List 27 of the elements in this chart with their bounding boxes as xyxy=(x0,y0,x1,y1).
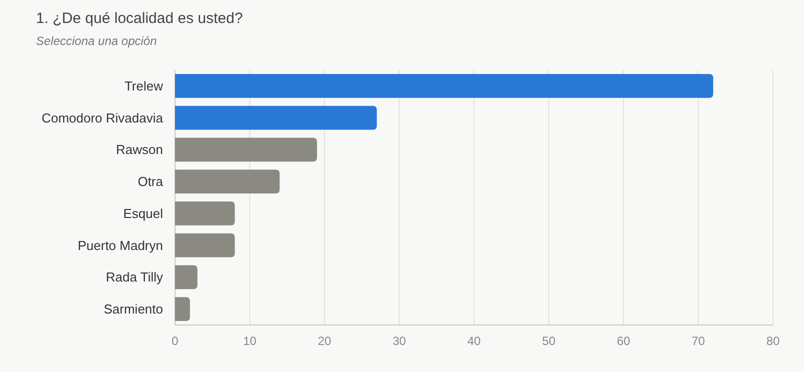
bar xyxy=(175,297,190,322)
y-tick-label: Otra xyxy=(138,174,164,190)
bar xyxy=(175,138,318,162)
y-tick-label: Rawson xyxy=(116,142,163,158)
x-tick-label: 70 xyxy=(692,334,706,348)
chart-title: 1. ¿De qué localidad es usted? xyxy=(36,10,243,27)
x-tick-label: 50 xyxy=(542,334,556,348)
x-tick-label: 80 xyxy=(766,334,780,348)
x-tick-label: 60 xyxy=(616,334,630,348)
y-tick-label: Rada Tilly xyxy=(106,270,164,285)
bar xyxy=(175,106,377,130)
x-tick-label: 10 xyxy=(243,334,257,348)
bar xyxy=(175,265,198,290)
x-tick-label: 40 xyxy=(467,334,481,348)
y-tick-label: Sarmiento xyxy=(104,302,163,317)
bar xyxy=(175,201,235,226)
x-tick-label: 20 xyxy=(318,334,332,348)
bar xyxy=(175,233,235,258)
bar xyxy=(175,74,714,98)
chart-subtitle: Selecciona una opción xyxy=(36,34,158,48)
bar xyxy=(175,170,280,194)
y-tick-label: Puerto Madryn xyxy=(78,238,163,253)
x-tick-label: 0 xyxy=(172,334,179,348)
x-tick-label: 30 xyxy=(392,334,406,348)
y-tick-label: Trelew xyxy=(124,78,164,94)
y-tick-label: Comodoro Rivadavia xyxy=(42,110,164,126)
y-tick-label: Esquel xyxy=(123,206,164,221)
